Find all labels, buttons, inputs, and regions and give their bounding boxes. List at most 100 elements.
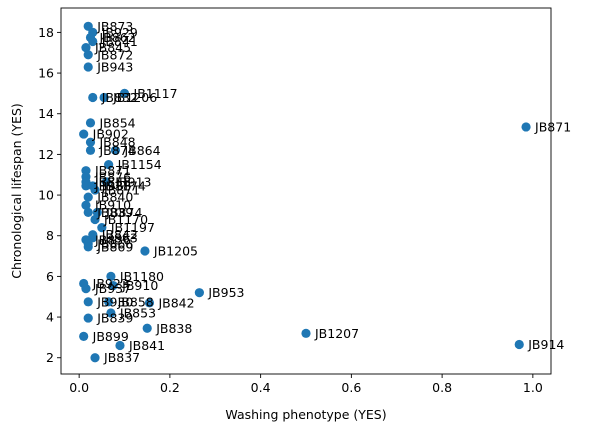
data-point-label: JB874 [98, 143, 135, 158]
data-point-label: JB902 [92, 127, 129, 142]
data-point [110, 145, 121, 155]
data-point-label: JB923 [92, 276, 129, 291]
data-point-label: JB1170 [103, 212, 148, 227]
data-point [90, 214, 100, 225]
data-point-label: JB871 [103, 182, 140, 197]
data-point [106, 271, 116, 281]
data-point [83, 207, 93, 217]
data-point [90, 185, 100, 195]
data-point-label: JB871 [534, 119, 571, 134]
points-layer [79, 21, 531, 363]
data-point [514, 339, 524, 350]
data-point-label: JB862 [98, 30, 135, 45]
data-point-label: JB910 [121, 278, 158, 293]
data-point-label: JB838 [155, 321, 192, 336]
data-point-label: JB840 [96, 190, 133, 205]
data-point-label: JB872 [96, 47, 133, 62]
data-point-label: JB853 [119, 306, 156, 321]
data-point-label: JB866 [96, 236, 133, 251]
data-point-label: JB1197 [110, 220, 155, 235]
data-point-label: JB858 [117, 294, 154, 309]
data-point [83, 242, 93, 252]
data-point-label: JB854 [98, 115, 135, 130]
data-point [81, 284, 91, 294]
y-tick-label: 12 [38, 147, 54, 162]
data-point [101, 177, 111, 187]
data-point-label: JB1174 [101, 178, 146, 193]
data-point [83, 192, 93, 202]
data-point-label: JB943 [96, 59, 133, 74]
data-point [81, 200, 91, 210]
y-tick-label: 8 [46, 228, 54, 243]
data-point [88, 92, 98, 103]
data-point [83, 297, 93, 307]
data-point [521, 122, 531, 132]
data-point [83, 62, 93, 72]
y-axis-label: Chronological lifespan (YES) [9, 103, 24, 279]
data-point [79, 331, 89, 341]
data-point-label: JB839 [96, 205, 133, 220]
data-point-label: JB876 [94, 169, 131, 184]
data-point-label: JB1205 [153, 243, 198, 258]
data-point [83, 313, 93, 323]
data-point [83, 50, 93, 60]
data-point-label: JB841 [128, 338, 165, 353]
y-tick-label: 6 [46, 269, 54, 284]
point-labels-layer: JB873JB929JB862JB841JB845JB872JB943JB111… [92, 19, 571, 365]
data-point [140, 246, 150, 256]
data-point-label: JB839 [96, 311, 133, 326]
data-point-label: JB913 [114, 174, 151, 189]
plot-frame [60, 7, 552, 375]
data-point-label: JB837 [103, 350, 140, 365]
x-tick-label: 0.4 [251, 380, 271, 395]
data-point [81, 181, 91, 191]
data-point [97, 223, 107, 233]
data-point-label: JB914 [527, 337, 564, 352]
data-point [104, 297, 114, 307]
data-point-label: JB1207 [314, 326, 359, 341]
data-point-label: JB871 [94, 163, 131, 178]
data-point [90, 353, 100, 363]
data-point-label: JB929 [101, 25, 138, 40]
data-point-label: JB899 [92, 329, 129, 344]
data-point [92, 207, 102, 217]
data-point [88, 36, 98, 47]
data-point-label: JB848 [98, 135, 135, 150]
y-tick-label: 10 [38, 188, 54, 203]
data-point [99, 92, 109, 103]
y-tick-label: 2 [46, 350, 54, 365]
data-point [85, 118, 96, 128]
data-point-label: JB832 [101, 90, 138, 105]
data-point-label: JB1206 [112, 90, 157, 105]
x-axis-label: Washing phenotype (YES) [225, 407, 386, 422]
y-tick-label: 4 [46, 310, 54, 325]
x-tick-label: 0.6 [341, 380, 361, 395]
x-tick-label: 0.8 [432, 380, 452, 395]
y-tick-label: 18 [38, 25, 54, 40]
data-point-label: JB841 [101, 34, 138, 49]
y-tick-label: 16 [38, 66, 54, 81]
data-point [85, 145, 96, 155]
data-point [85, 137, 96, 147]
data-point-label: JB873 [96, 19, 133, 34]
data-point [301, 328, 311, 338]
x-tick-label: 1.0 [523, 380, 543, 395]
y-axis-ticks: 2 4 6 8 10 12 14 16 18 [38, 25, 61, 365]
data-point-label: JB938 [94, 178, 131, 193]
data-point [115, 340, 125, 351]
data-point-label: JB864 [123, 143, 160, 158]
data-point-label: JB869 [96, 239, 133, 254]
data-point-label: JB1180 [119, 269, 164, 284]
data-point-label: JB845 [94, 40, 131, 55]
data-point-label: JB953 [207, 285, 244, 300]
data-point [79, 129, 89, 139]
data-point [108, 280, 118, 291]
y-tick-label: 14 [38, 106, 54, 121]
x-tick-label: 0.0 [69, 380, 89, 395]
data-point-label: JB836 [94, 232, 131, 247]
data-point-label: JB858 [94, 174, 131, 189]
data-point-label: JB910 [94, 198, 131, 213]
data-point [119, 88, 130, 98]
x-axis-ticks: 0.0 0.2 0.4 0.6 0.8 1.0 [69, 374, 543, 395]
